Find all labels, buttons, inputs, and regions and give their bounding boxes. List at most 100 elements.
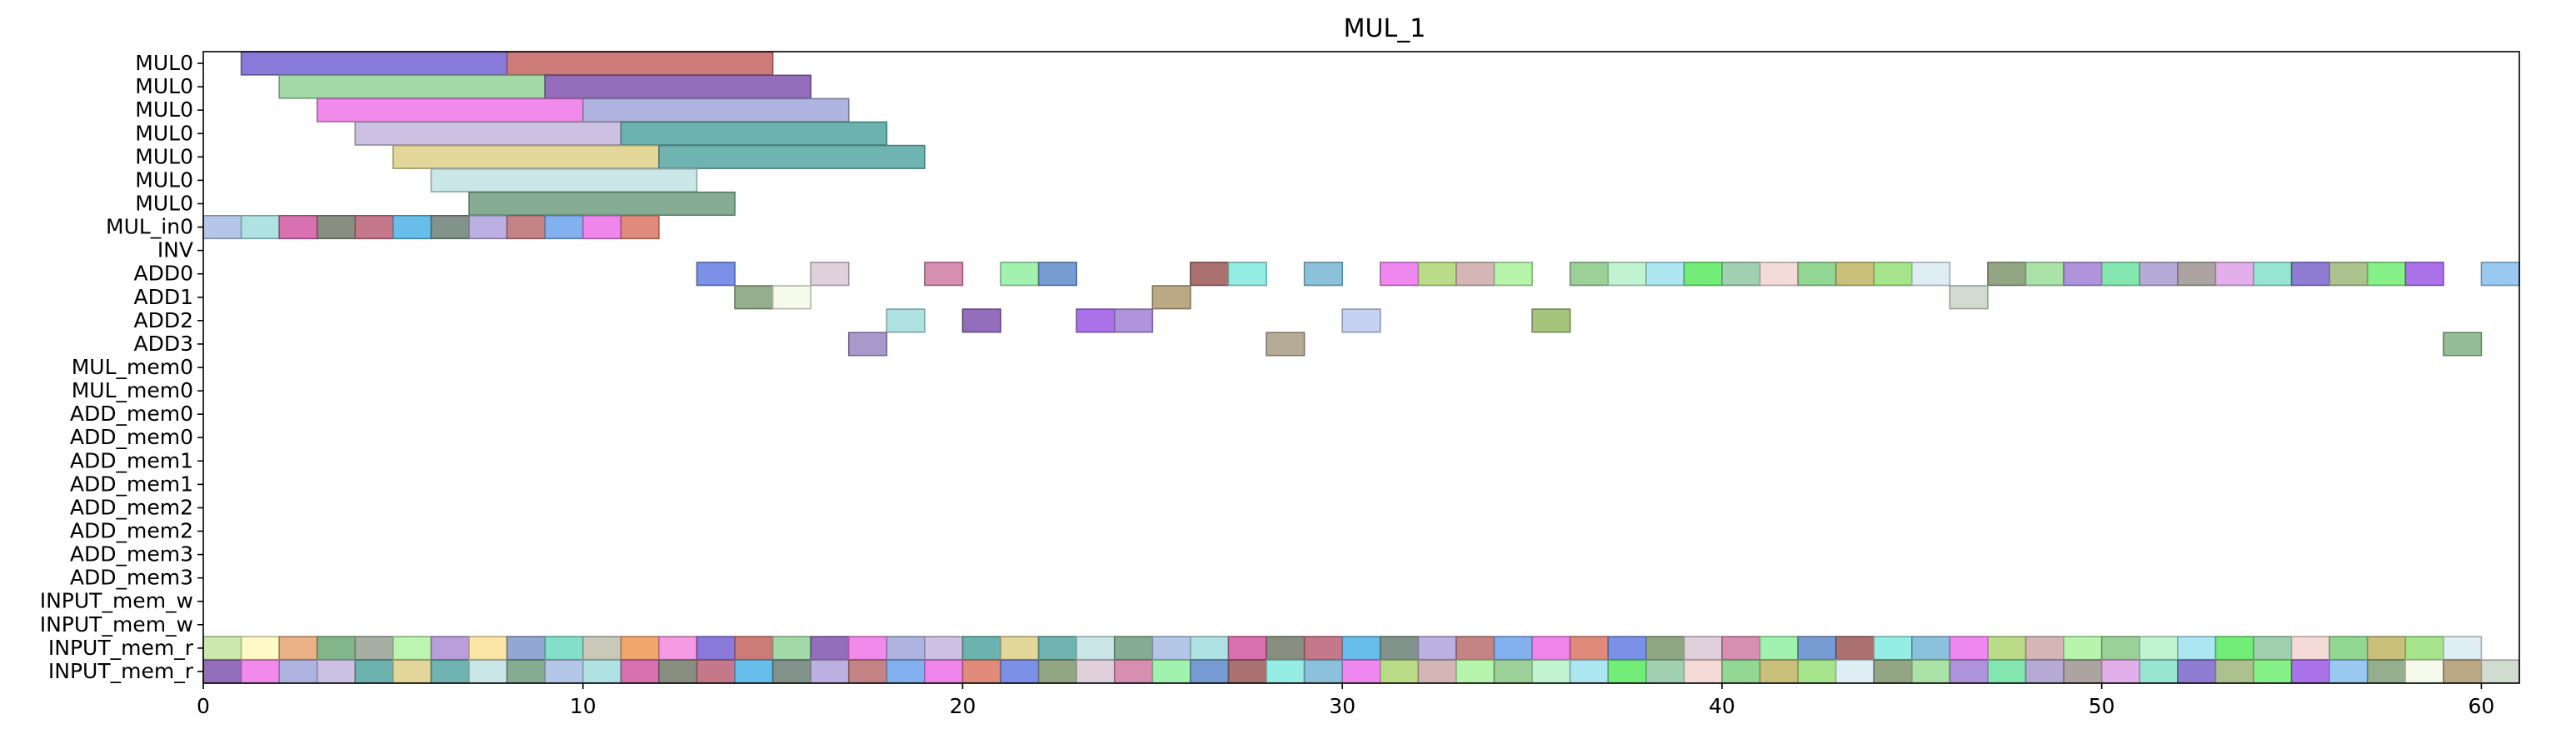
task-bar-62 (1949, 285, 1989, 310)
task-bar-185 (2214, 659, 2254, 684)
task-bar-18 (430, 214, 470, 240)
task-bar-73 (240, 636, 280, 661)
task-bar-3 (544, 74, 811, 99)
task-bar-184 (2177, 659, 2217, 684)
task-bar-53 (2253, 262, 2293, 287)
task-bar-59 (734, 285, 774, 310)
task-bar-74 (278, 636, 318, 661)
task-bar-143 (620, 659, 660, 684)
task-bar-55 (2329, 262, 2369, 287)
task-bar-88 (810, 636, 850, 661)
task-bar-186 (2253, 659, 2293, 684)
task-bar-101 (1303, 636, 1344, 661)
task-bar-163 (1379, 659, 1420, 684)
task-bar-129 (2366, 636, 2407, 661)
task-bar-94 (1037, 636, 1077, 661)
task-bar-63 (886, 308, 926, 333)
task-bar-113 (1759, 636, 1799, 661)
y-tick-label: INPUT_mem_r (48, 636, 194, 660)
task-bar-39 (1683, 262, 1723, 287)
task-bar-6 (354, 121, 622, 146)
task-bar-179 (1987, 659, 2027, 684)
task-bar-191 (2443, 659, 2483, 684)
task-bar-181 (2063, 659, 2103, 684)
task-bar-153 (1000, 659, 1040, 684)
task-bar-154 (1037, 659, 1077, 684)
task-bar-178 (1949, 659, 1989, 684)
task-bar-9 (658, 144, 926, 169)
task-bar-87 (771, 636, 811, 661)
task-bar-46 (1987, 262, 2027, 287)
y-tick-label: MUL_in0 (106, 215, 193, 239)
plot-frame (202, 51, 2520, 684)
y-tick-label: MUL0 (135, 191, 193, 215)
task-bar-66 (1113, 308, 1154, 333)
task-bar-97 (1151, 636, 1191, 661)
task-bar-130 (2404, 636, 2444, 661)
y-tick-label: ADD_mem3 (70, 542, 193, 567)
task-bar-108 (1569, 636, 1610, 661)
task-bar-4 (316, 97, 584, 122)
task-bar-100 (1266, 636, 1305, 661)
task-bar-174 (1797, 659, 1837, 684)
task-bar-144 (658, 659, 698, 684)
task-bar-25 (810, 262, 850, 287)
task-bar-118 (1949, 636, 1989, 661)
task-bar-52 (2214, 262, 2254, 287)
task-bar-106 (1493, 636, 1533, 661)
task-bar-99 (1227, 636, 1267, 661)
y-tick-label: ADD2 (133, 308, 193, 332)
task-bar-112 (1721, 636, 1761, 661)
x-tick-label: 40 (1709, 694, 1735, 718)
task-bar-12 (202, 214, 242, 240)
task-bar-169 (1607, 659, 1647, 684)
y-tick-label: ADD3 (133, 332, 193, 356)
task-bar-78 (430, 636, 470, 661)
task-bar-111 (1683, 636, 1723, 661)
task-bar-124 (2177, 636, 2217, 661)
task-bar-85 (696, 636, 736, 661)
task-bar-125 (2214, 636, 2254, 661)
task-bar-155 (1076, 659, 1116, 684)
y-tick-label: MUL0 (135, 121, 193, 145)
task-bar-69 (847, 332, 888, 357)
task-bar-40 (1721, 262, 1761, 287)
task-bar-90 (886, 636, 926, 661)
y-tick-label: MUL0 (135, 144, 193, 168)
task-bar-22 (582, 214, 622, 240)
task-bar-45 (1911, 262, 1951, 287)
task-bar-162 (1341, 659, 1381, 684)
task-bar-110 (1645, 636, 1685, 661)
task-bar-173 (1759, 659, 1799, 684)
task-bar-26 (924, 262, 964, 287)
task-bar-172 (1721, 659, 1761, 684)
task-bar-71 (2443, 332, 2483, 357)
task-bar-54 (2290, 262, 2330, 287)
task-bar-41 (1759, 262, 1799, 287)
task-bar-123 (2139, 636, 2179, 661)
task-bar-136 (354, 659, 394, 684)
task-bar-93 (1000, 636, 1040, 661)
task-bar-156 (1113, 659, 1154, 684)
task-bar-105 (1455, 636, 1495, 661)
task-bar-11 (468, 191, 736, 217)
task-bar-115 (1835, 636, 1875, 661)
y-tick-label: MUL_mem0 (72, 355, 193, 379)
task-bar-170 (1645, 659, 1685, 684)
task-bar-81 (544, 636, 584, 661)
task-bar-2 (278, 74, 546, 99)
task-bar-121 (2063, 636, 2103, 661)
y-tick-label: MUL0 (135, 97, 193, 122)
task-bar-77 (392, 636, 432, 661)
task-bar-145 (696, 659, 736, 684)
task-bar-149 (847, 659, 888, 684)
task-bar-56 (2366, 262, 2407, 287)
task-bar-188 (2329, 659, 2369, 684)
y-tick-label: ADD0 (133, 262, 193, 286)
chart-title: MUL_1 (1344, 14, 1426, 43)
task-bar-141 (544, 659, 584, 684)
task-bar-165 (1455, 659, 1495, 684)
task-bar-48 (2063, 262, 2103, 287)
task-bar-5 (582, 97, 850, 122)
task-bar-36 (1569, 262, 1610, 287)
